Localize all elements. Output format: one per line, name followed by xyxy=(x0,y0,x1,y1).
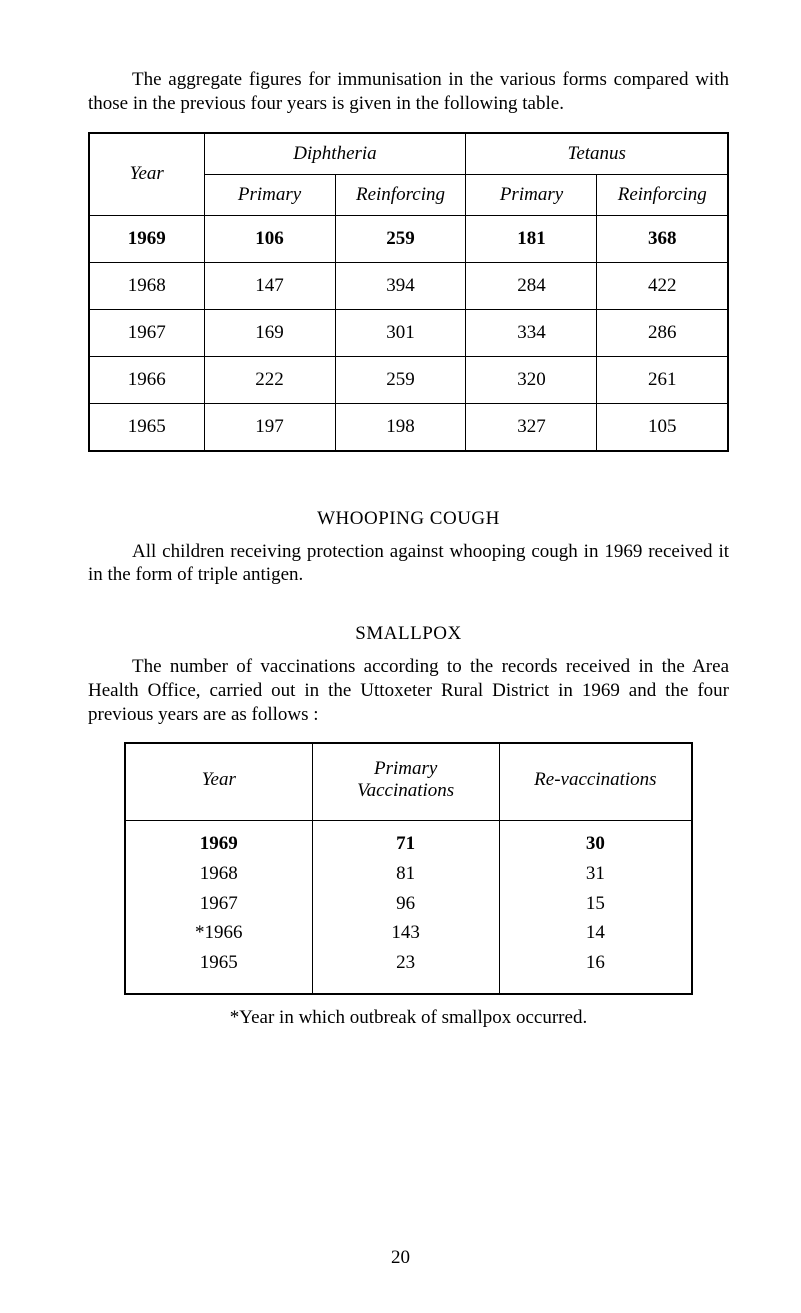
cell-diph-reinf: 259 xyxy=(335,215,466,262)
cell-year: 1965 xyxy=(125,948,312,995)
col-group-diphtheria: Diphtheria xyxy=(204,133,466,175)
col-header-primary-line2: Vaccinations xyxy=(357,780,454,801)
cell-year: 1965 xyxy=(89,403,204,451)
table-row: 1968 147 394 284 422 xyxy=(89,262,728,309)
col-group-tetanus: Tetanus xyxy=(466,133,728,175)
cell-tet-reinf: 368 xyxy=(597,215,728,262)
cell-year: 1969 xyxy=(125,821,312,859)
cell-tet-primary: 334 xyxy=(466,309,597,356)
table-row: 1969 106 259 181 368 xyxy=(89,215,728,262)
smallpox-heading: SMALLPOX xyxy=(88,623,729,645)
cell-primary: 96 xyxy=(312,889,499,919)
smallpox-footnote: *Year in which outbreak of smallpox occu… xyxy=(88,1007,729,1029)
whooping-cough-heading: WHOOPING COUGH xyxy=(88,508,729,530)
cell-diph-reinf: 301 xyxy=(335,309,466,356)
cell-primary: 81 xyxy=(312,859,499,889)
table-row: 1965 197 198 327 105 xyxy=(89,403,728,451)
document-page: The aggregate figures for immunisation i… xyxy=(0,0,801,1313)
table-row: 1965 23 16 xyxy=(125,948,692,995)
cell-revacc: 15 xyxy=(499,889,692,919)
cell-diph-primary: 169 xyxy=(204,309,335,356)
col-header-tet-reinforcing: Reinforcing xyxy=(597,174,728,215)
immunisation-table-body: 1969 106 259 181 368 1968 147 394 284 42… xyxy=(89,215,728,451)
cell-year: 1969 xyxy=(89,215,204,262)
smallpox-table-header: Year Primary Vaccinations Re-vaccination… xyxy=(125,743,692,821)
smallpox-table-wrapper: Year Primary Vaccinations Re-vaccination… xyxy=(124,742,693,995)
cell-tet-reinf: 105 xyxy=(597,403,728,451)
cell-revacc: 30 xyxy=(499,821,692,859)
col-header-revaccinations: Re-vaccinations xyxy=(499,743,692,821)
immunisation-table: Year Diphtheria Tetanus Primary Reinforc… xyxy=(88,132,729,452)
table-row: *1966 143 14 xyxy=(125,918,692,948)
cell-tet-reinf: 286 xyxy=(597,309,728,356)
immunisation-table-wrapper: Year Diphtheria Tetanus Primary Reinforc… xyxy=(88,132,729,452)
col-header-year: Year xyxy=(125,743,312,821)
cell-tet-reinf: 422 xyxy=(597,262,728,309)
table-row: 1967 169 301 334 286 xyxy=(89,309,728,356)
cell-tet-primary: 320 xyxy=(466,356,597,403)
immunisation-table-header: Year Diphtheria Tetanus Primary Reinforc… xyxy=(89,133,728,216)
cell-diph-primary: 106 xyxy=(204,215,335,262)
cell-revacc: 16 xyxy=(499,948,692,995)
cell-year: 1968 xyxy=(89,262,204,309)
page-number: 20 xyxy=(0,1247,801,1269)
intro-paragraph: The aggregate figures for immunisation i… xyxy=(88,68,729,116)
col-header-primary-vaccinations: Primary Vaccinations xyxy=(312,743,499,821)
cell-diph-reinf: 198 xyxy=(335,403,466,451)
col-header-primary-line1: Primary xyxy=(374,758,437,779)
cell-revacc: 31 xyxy=(499,859,692,889)
cell-tet-reinf: 261 xyxy=(597,356,728,403)
cell-diph-primary: 222 xyxy=(204,356,335,403)
cell-year: 1968 xyxy=(125,859,312,889)
cell-diph-primary: 147 xyxy=(204,262,335,309)
cell-year: 1967 xyxy=(125,889,312,919)
cell-primary: 71 xyxy=(312,821,499,859)
cell-primary: 143 xyxy=(312,918,499,948)
col-header-diph-primary: Primary xyxy=(204,174,335,215)
table-row: 1966 222 259 320 261 xyxy=(89,356,728,403)
smallpox-table: Year Primary Vaccinations Re-vaccination… xyxy=(124,742,693,995)
whooping-cough-paragraph: All children receiving protection agains… xyxy=(88,540,729,588)
col-header-tet-primary: Primary xyxy=(466,174,597,215)
col-header-year: Year xyxy=(89,133,204,216)
cell-tet-primary: 181 xyxy=(466,215,597,262)
col-header-diph-reinforcing: Reinforcing xyxy=(335,174,466,215)
table-row: 1967 96 15 xyxy=(125,889,692,919)
smallpox-paragraph: The number of vaccinations according to … xyxy=(88,655,729,726)
cell-primary: 23 xyxy=(312,948,499,995)
cell-tet-primary: 327 xyxy=(466,403,597,451)
smallpox-table-body: 1969 71 30 1968 81 31 1967 96 15 *1966 1… xyxy=(125,821,692,995)
cell-diph-reinf: 259 xyxy=(335,356,466,403)
cell-tet-primary: 284 xyxy=(466,262,597,309)
cell-year: 1967 xyxy=(89,309,204,356)
table-row: 1969 71 30 xyxy=(125,821,692,859)
table-row: 1968 81 31 xyxy=(125,859,692,889)
cell-diph-reinf: 394 xyxy=(335,262,466,309)
cell-diph-primary: 197 xyxy=(204,403,335,451)
cell-revacc: 14 xyxy=(499,918,692,948)
cell-year: *1966 xyxy=(125,918,312,948)
cell-year: 1966 xyxy=(89,356,204,403)
